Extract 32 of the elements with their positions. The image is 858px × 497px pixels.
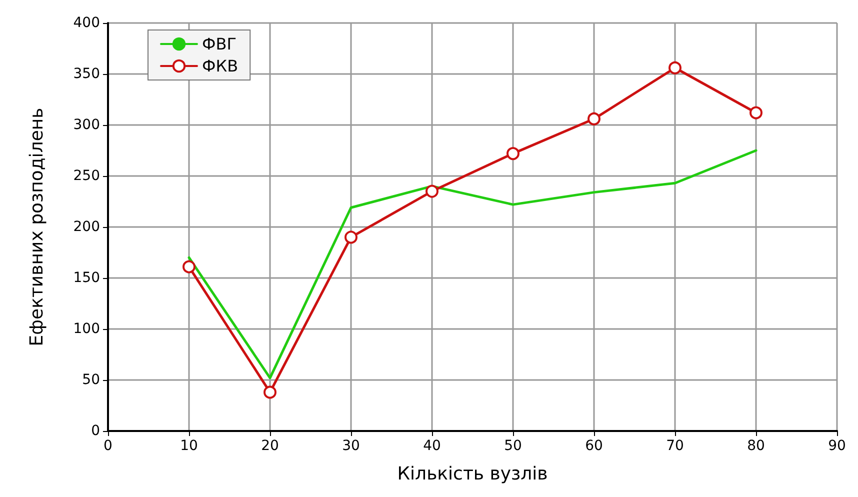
point <box>750 106 762 120</box>
y-tick-label: 150 <box>73 270 100 286</box>
y-tick-label: 350 <box>73 66 100 82</box>
x-tick-label: 90 <box>828 438 846 454</box>
x-tick-label: 50 <box>504 438 522 454</box>
y-axis-title: Ефективних розподілень <box>26 108 48 346</box>
point <box>426 184 438 198</box>
point <box>344 230 358 244</box>
x-tick-label: 40 <box>423 438 441 454</box>
y-tick-label: 200 <box>73 219 100 235</box>
x-tick-label: 20 <box>261 438 279 454</box>
y-tick-label: 400 <box>73 15 100 31</box>
point <box>264 386 276 399</box>
y-tick-label: 300 <box>73 117 100 133</box>
x-tick-label: 60 <box>585 438 603 454</box>
x-tick-label: 10 <box>180 438 198 454</box>
y-tick-label: 100 <box>73 321 100 337</box>
x-axis-title: Кількість вузлів <box>397 464 548 484</box>
point <box>668 61 682 74</box>
legend-label: ФКВ <box>202 56 238 76</box>
y-tick-label: 0 <box>91 423 100 439</box>
point <box>182 260 196 274</box>
point <box>506 147 520 160</box>
x-tick-label: 70 <box>666 438 684 454</box>
x-tick-label: 30 <box>342 438 360 454</box>
line-series <box>188 149 758 380</box>
point <box>588 112 600 126</box>
x-tick-label: 80 <box>747 438 765 454</box>
legend-label: ФВГ <box>202 34 237 54</box>
y-tick-label: 250 <box>73 168 100 184</box>
y-tick-label: 50 <box>82 372 100 388</box>
x-tick-label: 0 <box>104 438 112 454</box>
